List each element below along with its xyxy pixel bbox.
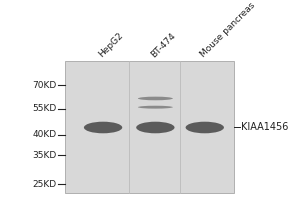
Text: Mouse pancreas: Mouse pancreas bbox=[198, 1, 256, 59]
Text: 40KD: 40KD bbox=[32, 130, 57, 139]
Text: 55KD: 55KD bbox=[32, 104, 57, 113]
Text: BT-474: BT-474 bbox=[149, 31, 177, 59]
Ellipse shape bbox=[84, 122, 122, 133]
Ellipse shape bbox=[138, 97, 173, 100]
Ellipse shape bbox=[136, 122, 175, 133]
Text: KIAA1456: KIAA1456 bbox=[241, 122, 289, 132]
Bar bbox=[65, 61, 234, 193]
Text: 25KD: 25KD bbox=[32, 180, 57, 189]
Text: HepG2: HepG2 bbox=[97, 31, 125, 59]
Ellipse shape bbox=[186, 122, 224, 133]
Text: 35KD: 35KD bbox=[32, 151, 57, 160]
Text: 70KD: 70KD bbox=[32, 81, 57, 90]
Ellipse shape bbox=[138, 106, 173, 109]
